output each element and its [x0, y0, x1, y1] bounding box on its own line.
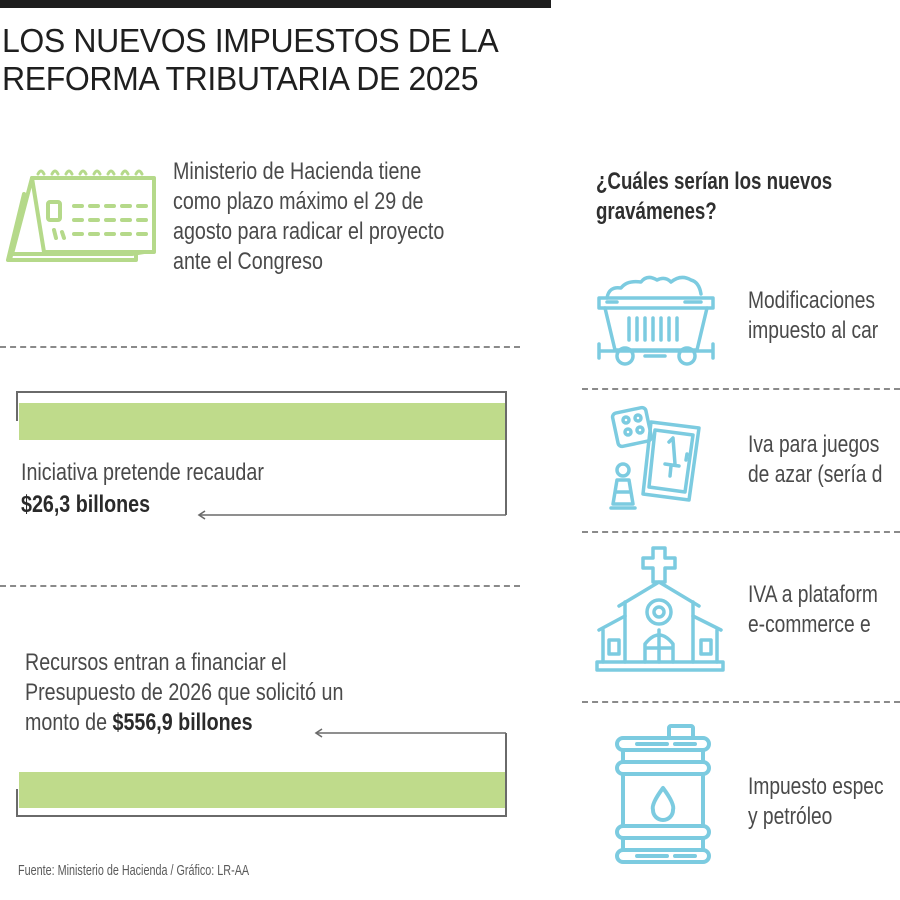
- tax-item: IVA a plataform e-commerce e: [595, 542, 900, 677]
- collection-bar: [19, 403, 505, 440]
- title-line-1: LOS NUEVOS IMPUESTOS DE LA: [2, 22, 499, 59]
- tax-item-text: IVA a plataform e-commerce e: [748, 580, 878, 640]
- collection-value: $26,3 billones: [21, 491, 151, 518]
- tax-item-line: IVA a plataform: [748, 581, 878, 608]
- deadline-line: agosto para radicar el proyecto: [173, 218, 445, 245]
- budget-line: Recursos entran a financiar el: [25, 649, 287, 676]
- deadline-line: ante el Congreso: [173, 248, 323, 275]
- tax-item-text: Impuesto espec y petróleo: [748, 772, 884, 832]
- heading-line: ¿Cuáles serían los nuevos: [596, 168, 833, 195]
- budget-line: monto de: [25, 709, 113, 736]
- divider: [0, 585, 520, 587]
- tax-item-text: Iva para juegos de azar (sería d: [748, 430, 882, 490]
- bar-frame: [16, 733, 507, 817]
- divider: [582, 531, 900, 533]
- tax-item-line: e-commerce e: [748, 611, 871, 638]
- arrow-left-icon: [197, 510, 506, 520]
- tax-item-line: Iva para juegos: [748, 431, 880, 458]
- oil-barrel-icon: [615, 724, 711, 864]
- budget-text: Recursos entran a financiar el Presupues…: [25, 648, 343, 738]
- header-rule: [0, 0, 551, 8]
- deadline-line: Ministerio de Hacienda tiene: [173, 158, 422, 185]
- source-note: Fuente: Ministerio de Hacienda / Gráfico…: [18, 862, 250, 879]
- mine-cart-icon: [597, 275, 715, 366]
- page-title: LOS NUEVOS IMPUESTOS DE LA REFORMA TRIBU…: [2, 22, 545, 98]
- divider: [582, 388, 900, 390]
- divider: [0, 346, 520, 348]
- tax-item-line: Impuesto espec: [748, 773, 884, 800]
- tax-item-line: y petróleo: [748, 803, 833, 830]
- collection-label: Iniciativa pretende recaudar: [21, 459, 264, 486]
- budget-line: Presupuesto de 2026 que solicitó un: [25, 679, 344, 706]
- tax-item: Iva para juegos de azar (sería d: [595, 400, 900, 520]
- budget-value: $556,9 billones: [112, 709, 253, 736]
- heading-line: gravámenes?: [596, 198, 717, 225]
- collection-text: Iniciativa pretende recaudar $26,3 billo…: [21, 457, 264, 521]
- title-line-2: REFORMA TRIBUTARIA DE 2025: [2, 60, 479, 97]
- tax-item-line: impuesto al car: [748, 317, 879, 344]
- church-icon: [595, 546, 725, 672]
- calendar-icon: [6, 169, 156, 262]
- tax-item: Impuesto espec y petróleo: [595, 720, 900, 880]
- arrow-left-icon: [314, 728, 506, 738]
- divider: [582, 701, 900, 703]
- tax-item: Modificaciones impuesto al car: [595, 270, 900, 370]
- tax-item-text: Modificaciones impuesto al car: [748, 286, 878, 346]
- deadline-line: como plazo máximo el 29 de: [173, 188, 424, 215]
- tax-item-line: Modificaciones: [748, 287, 875, 314]
- deadline-text: Ministerio de Hacienda tiene como plazo …: [173, 157, 468, 277]
- section-heading: ¿Cuáles serían los nuevos gravámenes?: [596, 167, 832, 227]
- board-games-icon: [609, 405, 701, 510]
- tax-item-line: de azar (sería d: [748, 461, 883, 488]
- bar-frame: [16, 391, 507, 515]
- budget-bar: [19, 772, 505, 808]
